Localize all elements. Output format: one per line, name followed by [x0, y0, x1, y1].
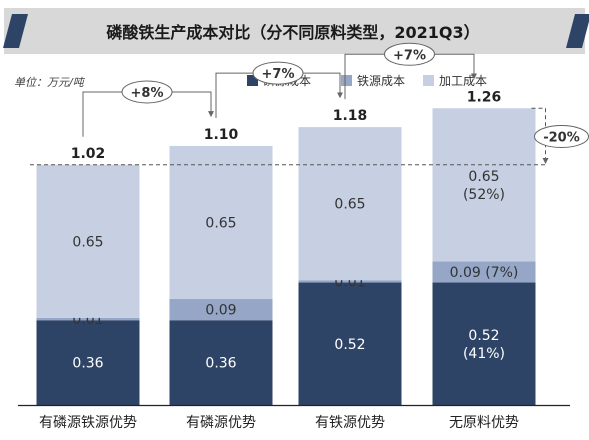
legend-swatch-0: [247, 75, 258, 86]
x-tick-label-0: 有磷源铁源优势: [39, 415, 137, 431]
bar-segment-2-2: [298, 127, 402, 281]
bar-segment-0-3: [432, 282, 536, 405]
bars: 0.360.010.651.020.360.090.651.100.520.01…: [36, 89, 536, 405]
segment-label-2-2: 0.65: [334, 197, 365, 213]
total-label-1: 1.10: [204, 127, 239, 143]
segment-label-2-0: 0.65: [72, 234, 103, 250]
increment-label-0: +8%: [131, 86, 164, 101]
bar-segment-1-0: [36, 317, 140, 321]
bar-segment-2-3: [432, 108, 536, 262]
segment-label-1-3: 0.09 (7%): [450, 265, 519, 281]
segment-label-0-1: 0.36: [205, 356, 236, 372]
total-label-2: 1.18: [333, 108, 368, 124]
bar-segment-2-1: [169, 145, 273, 300]
increment-bubble-0: [121, 80, 173, 104]
bar-segment-0-2: [298, 282, 402, 405]
segment-label-2-3: 0.65: [468, 169, 499, 185]
title-banner: [4, 8, 585, 54]
bar-segment-1-2: [298, 280, 402, 283]
total-label-0: 1.02: [71, 146, 106, 162]
bar-segment-2-0: [36, 164, 140, 318]
annotations: +8% +7% +7% -20%: [30, 42, 589, 166]
segment-label-0-3: 0.52: [468, 328, 499, 344]
bar-segment-1-3: [432, 261, 536, 283]
x-tick-label-1: 有磷源优势: [186, 415, 256, 431]
chart-title: 磷酸铁生产成本对比（分不同原料类型，2021Q3）: [106, 23, 479, 42]
bar-segment-0-0: [36, 320, 140, 405]
legend-swatch-1: [341, 75, 352, 86]
total-label-3: 1.26: [467, 89, 502, 105]
x-axis: 有磷源铁源优势 有磷源优势 有铁源优势 无原料优势: [18, 404, 570, 431]
unit-label: 单位：万元/吨: [14, 76, 86, 89]
bar-segment-1-1: [169, 299, 273, 321]
increment-label-2: +7%: [393, 48, 426, 63]
segment-label-0-2: 0.52: [334, 337, 365, 353]
title-accent-right: [566, 14, 589, 48]
difference-label: -20%: [543, 131, 580, 146]
legend-label-1: 铁源成本: [357, 74, 405, 88]
increment-bubble-1: [252, 61, 304, 85]
title-accent-left: [3, 14, 28, 48]
segment-label-0-3: (41%): [463, 346, 505, 362]
x-tick-label-3: 无原料优势: [449, 415, 519, 431]
increment-bubble-2: [384, 42, 435, 66]
segment-label-1-1: 0.09: [205, 303, 236, 319]
bar-segment-0-1: [169, 320, 273, 405]
legend-label-2: 加工成本: [439, 74, 487, 88]
increment-label-1: +7%: [262, 67, 295, 82]
segment-label-2-3: (52%): [463, 187, 505, 203]
x-tick-label-2: 有铁源优势: [315, 415, 385, 431]
segment-label-0-0: 0.36: [72, 356, 103, 372]
legend-swatch-2: [423, 75, 434, 86]
segment-label-2-1: 0.65: [205, 215, 236, 231]
